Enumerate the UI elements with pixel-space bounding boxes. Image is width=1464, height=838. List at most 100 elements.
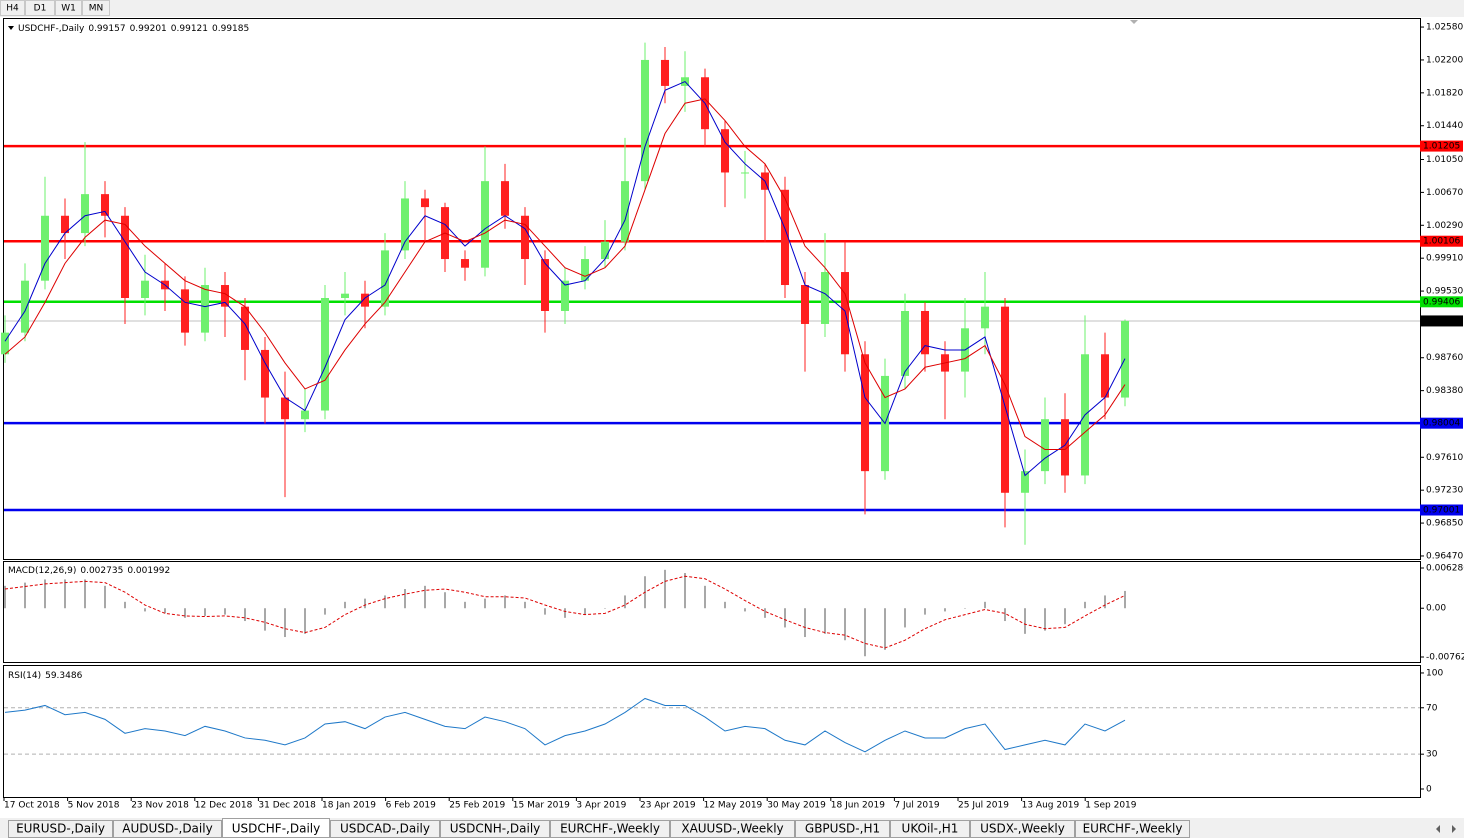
macd-bar	[864, 608, 866, 657]
symbol-tab-label[interactable]: EURCHF-,Weekly	[560, 822, 660, 836]
timeframe-label[interactable]: W1	[61, 4, 76, 14]
timeframe-tab[interactable]	[25, 0, 55, 16]
candle-body	[541, 259, 549, 311]
indicator-header: USDCHF-,Daily 0.99157 0.99201 0.99121 0.9918…	[18, 24, 249, 34]
symbol-tab[interactable]: XAUUSD-,Weekly	[670, 820, 795, 838]
price-level-label: 0.99406	[1423, 297, 1460, 307]
current-price-label: 0.99185	[1423, 316, 1460, 326]
macd-bar	[424, 585, 426, 609]
candle-body	[1, 332, 9, 355]
macd-bar	[604, 608, 606, 609]
symbol-tab-label[interactable]: EURUSD-,Daily	[16, 822, 105, 836]
candle-body	[1041, 419, 1049, 472]
y-tick-label: 30	[1426, 750, 1438, 760]
macd-bar	[684, 573, 686, 609]
timeframe-label[interactable]: D1	[34, 4, 47, 14]
candle-body	[641, 59, 649, 182]
symbol-tab[interactable]: GBPUSD-,H1	[795, 820, 890, 838]
symbol-tab[interactable]: AUDUSD-,Daily	[113, 820, 222, 838]
macd-bar	[304, 608, 306, 634]
candle-body	[81, 194, 89, 234]
macd-bar	[904, 608, 906, 628]
x-tick-label: 30 May 2019	[767, 801, 826, 811]
y-tick-label: 1.01050	[1426, 155, 1463, 165]
symbol-tab-label[interactable]: UKOil-,H1	[902, 822, 959, 836]
macd-bar	[784, 608, 786, 628]
tab-scroll-right[interactable]	[1452, 825, 1456, 833]
macd-bar	[324, 608, 326, 615]
y-tick-label: 1.00290	[1426, 221, 1463, 231]
candle-body	[61, 215, 69, 234]
price-level-label: 0.97001	[1423, 506, 1460, 516]
x-tick-label: 18 Jun 2019	[831, 801, 885, 811]
collapse-arrow[interactable]	[8, 26, 14, 30]
header-title: MACD(12,26,9)	[8, 566, 76, 576]
candle-body	[601, 241, 609, 260]
symbol-tab[interactable]: USDCNH-,Daily	[440, 820, 550, 838]
macd-bar	[724, 601, 726, 609]
macd-bar	[104, 585, 106, 609]
symbol-tab-label[interactable]: USDCNH-,Daily	[450, 822, 541, 836]
symbol-tab-label[interactable]: GBPUSD-,H1	[805, 822, 880, 836]
timeframe-tab[interactable]	[82, 0, 110, 16]
price-level-label: 1.01205	[1423, 142, 1460, 152]
symbol-tab-label[interactable]: USDX-,Weekly	[980, 822, 1065, 836]
symbol-tab[interactable]: UKOil-,H1	[890, 820, 970, 838]
price-level-tag	[1420, 417, 1463, 429]
header-value: 0.99157	[88, 24, 125, 34]
macd-bar	[444, 592, 446, 609]
timeframe-tab[interactable]	[0, 0, 25, 16]
macd-bar	[744, 608, 746, 612]
symbol-tab[interactable]: USDCAD-,Daily	[330, 820, 440, 838]
y-tick-label: 1.02200	[1426, 55, 1463, 65]
macd-bar	[1004, 608, 1006, 622]
x-tick-label: 25 Jul 2019	[958, 801, 1009, 811]
timeframe-label[interactable]: MN	[89, 4, 104, 14]
price-level-tag	[1420, 235, 1463, 247]
symbol-tab[interactable]: USDX-,Weekly	[970, 820, 1075, 838]
macd-bar	[124, 601, 126, 609]
x-tick-label: 17 Oct 2018	[4, 801, 60, 811]
macd-bar	[704, 585, 706, 609]
symbol-tab-label[interactable]: XAUUSD-,Weekly	[681, 822, 783, 836]
macd-bar	[1044, 608, 1046, 631]
y-tick-label: 0	[1426, 784, 1432, 794]
timeframe-label[interactable]: H4	[6, 4, 19, 14]
candle-body	[261, 349, 269, 398]
macd-bar	[404, 589, 406, 609]
symbol-tab[interactable]: USDCHF-,Daily	[222, 818, 330, 838]
symbol-tab[interactable]: EURCHF-,Weekly	[1075, 820, 1190, 838]
header-value: 0.99201	[130, 24, 167, 34]
symbol-tab-label[interactable]: AUDUSD-,Daily	[122, 822, 212, 836]
symbol-tab-label[interactable]: EURCHF-,Weekly	[1083, 822, 1183, 836]
timeframe-tab[interactable]	[55, 0, 82, 16]
x-tick-label: 15 Mar 2019	[513, 801, 570, 811]
candle-body	[561, 280, 569, 311]
candle-body	[301, 410, 309, 420]
x-tick-label: 5 Nov 2018	[68, 801, 120, 811]
macd-bar	[64, 579, 66, 609]
candle-body	[721, 129, 729, 173]
symbol-tab-label[interactable]: USDCAD-,Daily	[340, 822, 430, 836]
candle-body	[1061, 419, 1069, 476]
main-frame	[3, 18, 1421, 560]
x-tick-label: 13 Aug 2019	[1022, 801, 1080, 811]
macd-bar	[964, 608, 966, 609]
candle-body	[201, 285, 209, 333]
symbol-tab[interactable]: EURUSD-,Daily	[8, 820, 113, 838]
candle-body	[381, 250, 389, 307]
candle-body	[621, 181, 629, 242]
symbol-tab-label[interactable]: USDCHF-,Daily	[232, 822, 320, 836]
macd-bar	[564, 608, 566, 618]
macd-bar	[1024, 608, 1026, 634]
header-title: RSI(14)	[8, 671, 41, 681]
candle-body	[901, 310, 909, 376]
y-tick-label: 1.02580	[1426, 23, 1463, 33]
candle-body	[581, 259, 589, 281]
x-tick-label: 6 Feb 2019	[386, 801, 437, 811]
tab-scroll-left[interactable]	[1436, 825, 1440, 833]
symbol-tab[interactable]: EURCHF-,Weekly	[550, 820, 670, 838]
x-tick-label: 3 Apr 2019	[576, 801, 626, 811]
x-tick-label: 18 Jan 2019	[322, 801, 376, 811]
